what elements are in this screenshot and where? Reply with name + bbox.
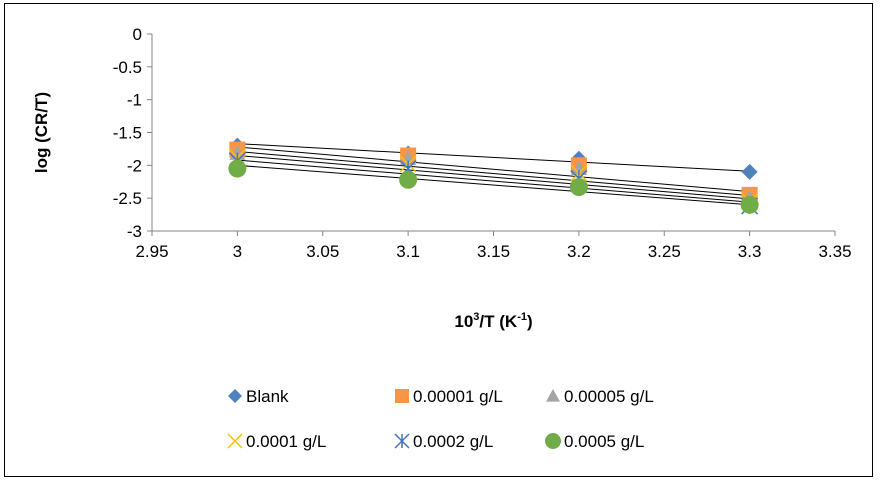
trendline [237, 146, 750, 193]
chart-frame: 0 -0.5 -1 -1.5 -2 -2.5 -3 2.95 3 3.05 3.1 3.15 3.2 3.… [4, 3, 873, 477]
x-tick-label: 2.95 [135, 242, 168, 261]
scatter-chart: 0 -0.5 -1 -1.5 -2 -2.5 -32.95 3 3.05 3.1 3.15 3.2 3.… [32, 25, 852, 451]
x-tick-label: 3.35 [818, 242, 851, 261]
legend-item: 0.0005 g/L [545, 432, 644, 451]
trendline [237, 154, 750, 200]
legend-marker [545, 433, 561, 449]
legend-label: 0.0005 g/L [564, 432, 644, 451]
y-tick-label: -1 [127, 91, 142, 110]
axes: 0 -0.5 -1 -1.5 -2 -2.5 -32.95 3 3.05 3.1 3.15 3.2 3.… [113, 25, 852, 261]
legend-label: 0.0002 g/L [413, 432, 493, 451]
x-tick-label: 3.1 [396, 242, 420, 261]
y-tick-label: -2.5 [113, 189, 142, 208]
data-point [400, 150, 417, 166]
y-tick-label: -1.5 [113, 124, 142, 143]
legend-marker [395, 389, 409, 403]
legend: Blank 0.00001 g/L 0.00005 g/L 0.0001 g/L 0.0… [227, 387, 654, 451]
data-point [399, 170, 418, 189]
trendline [237, 164, 750, 206]
y-tick-label: -3 [127, 222, 142, 241]
legend-label: 0.0001 g/L [246, 432, 326, 451]
data-point [741, 163, 758, 180]
trendline [237, 143, 750, 172]
legend-label: 0.00001 g/L [413, 387, 503, 406]
x-tick-label: 3.3 [738, 242, 762, 261]
data-points [228, 137, 759, 215]
trendlines [237, 143, 750, 206]
x-tick-label: 3.15 [477, 242, 510, 261]
data-point [570, 160, 587, 176]
data-point [740, 195, 759, 214]
x-tick-label: 3 [233, 242, 242, 261]
legend-marker [228, 389, 242, 403]
legend-marker [227, 433, 243, 449]
x-tick-label: 3.25 [648, 242, 681, 261]
x-tick-label: 3.2 [567, 242, 591, 261]
legend-item: 0.00005 g/L [546, 387, 654, 406]
y-tick-label: -0.5 [113, 58, 142, 77]
data-point [569, 178, 588, 197]
x-axis-title: 103/T (K-1) [454, 311, 532, 331]
legend-marker [394, 433, 410, 449]
trendline [237, 151, 750, 197]
legend-item: 0.0001 g/L [227, 432, 326, 451]
legend-marker [546, 389, 560, 402]
x-tick-label: 3.05 [306, 242, 339, 261]
legend-label: Blank [246, 387, 289, 406]
legend-item: 0.0002 g/L [394, 432, 493, 451]
y-tick-label: -2 [127, 156, 142, 175]
y-axis-title: log (CR/T) [32, 92, 51, 173]
axis-labels: log (CR/T) 103/T (K-1) [32, 92, 533, 331]
trendline [237, 159, 750, 203]
legend-item: 0.00001 g/L [395, 387, 503, 406]
data-point [228, 159, 247, 178]
legend-item: Blank [228, 387, 289, 406]
legend-label: 0.00005 g/L [564, 387, 654, 406]
y-tick-label: 0 [133, 25, 142, 44]
